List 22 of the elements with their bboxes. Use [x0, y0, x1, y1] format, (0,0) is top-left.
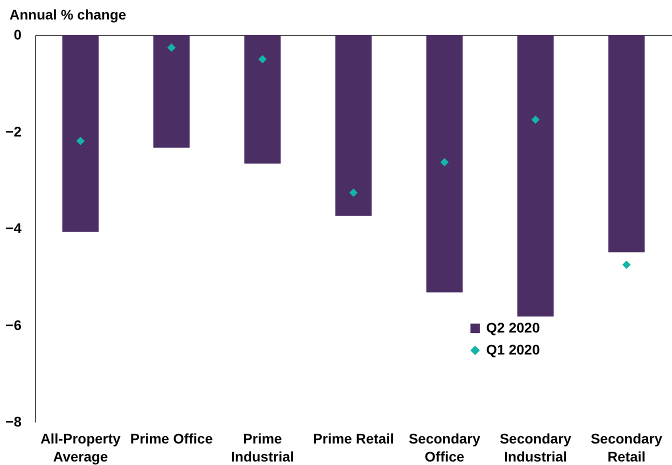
x-tick-label: Prime Retail: [313, 430, 394, 446]
y-tick-label: −2: [6, 123, 22, 140]
legend-label: Q1 2020: [486, 341, 540, 358]
y-tick-label: −6: [6, 316, 22, 333]
x-tick-label: All-Property Average: [40, 430, 121, 464]
point: [349, 188, 358, 197]
y-tick-label: −8: [6, 414, 22, 430]
point: [622, 260, 631, 269]
legend-label: Q2 2020: [486, 319, 540, 336]
y-axis-title: Annual % change: [10, 6, 126, 22]
x-tick-label: Prime Industrial: [230, 430, 294, 464]
x-tick-label: Prime Office: [130, 430, 213, 446]
x-tick-label: Secondary Office: [408, 430, 481, 464]
x-tick-label: Secondary Retail: [590, 430, 663, 464]
x-tick-label: Secondary Industrial: [500, 430, 572, 464]
y-tick-label: −4: [6, 220, 22, 236]
point: [76, 136, 85, 146]
point: [531, 115, 540, 124]
point: [440, 158, 449, 166]
point: [258, 55, 267, 64]
point: [167, 43, 176, 52]
y-tick-label: 0: [14, 26, 22, 42]
